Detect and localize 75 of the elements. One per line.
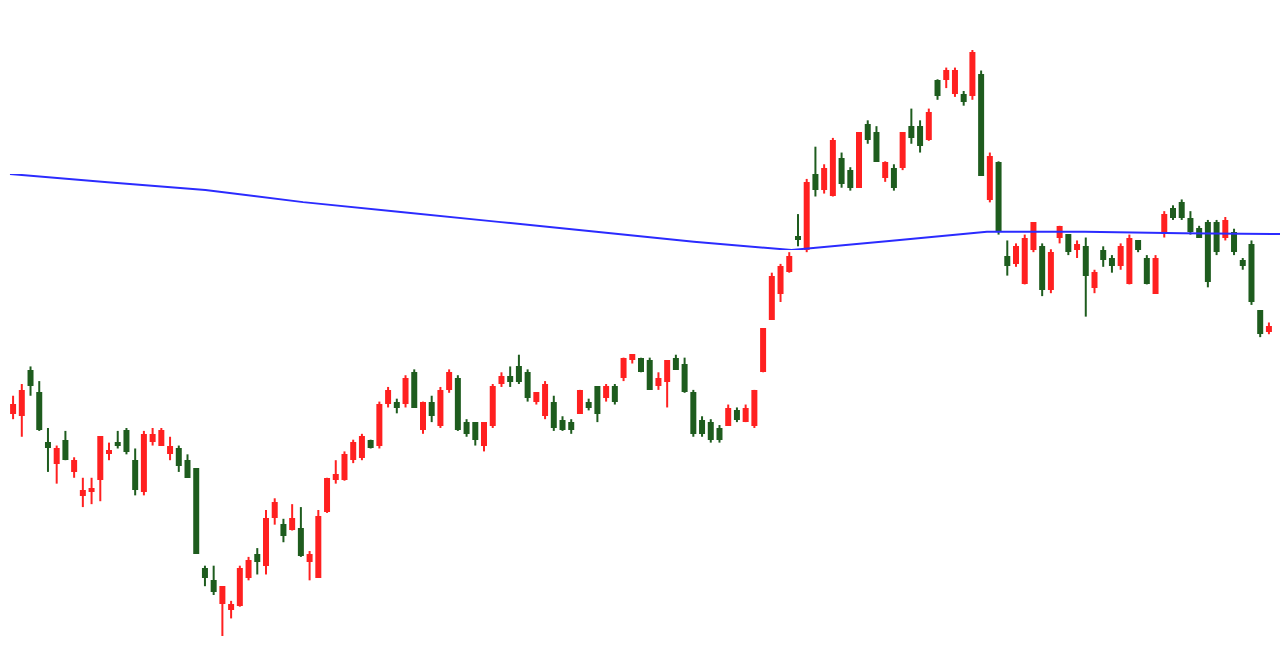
candlestick [969, 49, 976, 101]
candlestick [524, 368, 531, 403]
candlestick [507, 365, 514, 388]
candlestick [446, 368, 453, 394]
candlestick [132, 447, 139, 497]
candlestick [254, 547, 261, 576]
candlestick [411, 368, 418, 409]
candlestick [1257, 309, 1264, 339]
candlestick [890, 163, 897, 192]
candlestick [943, 66, 950, 90]
candlestick [210, 564, 217, 596]
candlestick [1187, 210, 1194, 236]
candlestick [289, 503, 296, 532]
candlestick [167, 435, 174, 462]
candlestick [71, 456, 78, 479]
candlestick [341, 450, 348, 482]
candlestick [1065, 233, 1072, 257]
candlestick [402, 374, 409, 409]
candlestick [62, 429, 69, 462]
candlestick [53, 444, 60, 485]
candlestick [10, 394, 17, 421]
candlestick [847, 166, 854, 192]
candlestick [925, 107, 932, 142]
candlestick [594, 385, 601, 424]
candlestick [794, 213, 801, 248]
candlestick [1161, 210, 1168, 239]
candlestick [1143, 254, 1150, 286]
candlestick [725, 403, 732, 427]
candlestick [27, 365, 34, 397]
candlestick [707, 418, 714, 444]
candlestick [1231, 227, 1238, 257]
candlestick [934, 78, 941, 101]
candlestick [951, 66, 958, 98]
candlestick [690, 388, 697, 438]
candlestick [18, 383, 25, 438]
candlestick [201, 564, 208, 588]
candlestick [428, 394, 435, 424]
candlestick [44, 426, 51, 473]
candlestick [280, 517, 287, 544]
candlestick [1126, 233, 1133, 286]
candlestick [986, 151, 993, 204]
candlestick [437, 385, 444, 429]
candlestick [88, 476, 95, 506]
candlestick [873, 125, 880, 163]
candlestick [324, 476, 331, 514]
candlestick [36, 380, 43, 432]
candlestick [1039, 242, 1046, 298]
candlestick [271, 497, 278, 526]
candlestick [1152, 254, 1159, 295]
candlestick [751, 388, 758, 429]
candlestick [882, 160, 889, 183]
candlestick [611, 383, 618, 406]
candlestick [97, 435, 104, 503]
candlestick [646, 356, 653, 391]
candlestick [219, 585, 226, 637]
candlestick [1004, 239, 1011, 277]
candlestick [681, 356, 688, 394]
candlestick [385, 385, 392, 409]
candlestick [812, 145, 819, 198]
candlestick [376, 400, 383, 450]
candlestick [908, 107, 915, 145]
candlestick [838, 151, 845, 189]
candlestick [1100, 245, 1107, 268]
candlestick [297, 506, 304, 558]
candlestick [123, 426, 130, 456]
candlestick [1047, 248, 1054, 295]
candlestick [358, 432, 365, 462]
candlestick [760, 327, 767, 374]
candlestick [262, 509, 269, 576]
candlestick [1178, 198, 1185, 221]
candlestick [1082, 236, 1089, 318]
candlestick [1091, 268, 1098, 295]
candlestick [472, 421, 479, 447]
candlestick [899, 131, 906, 172]
candlestick [419, 400, 426, 435]
